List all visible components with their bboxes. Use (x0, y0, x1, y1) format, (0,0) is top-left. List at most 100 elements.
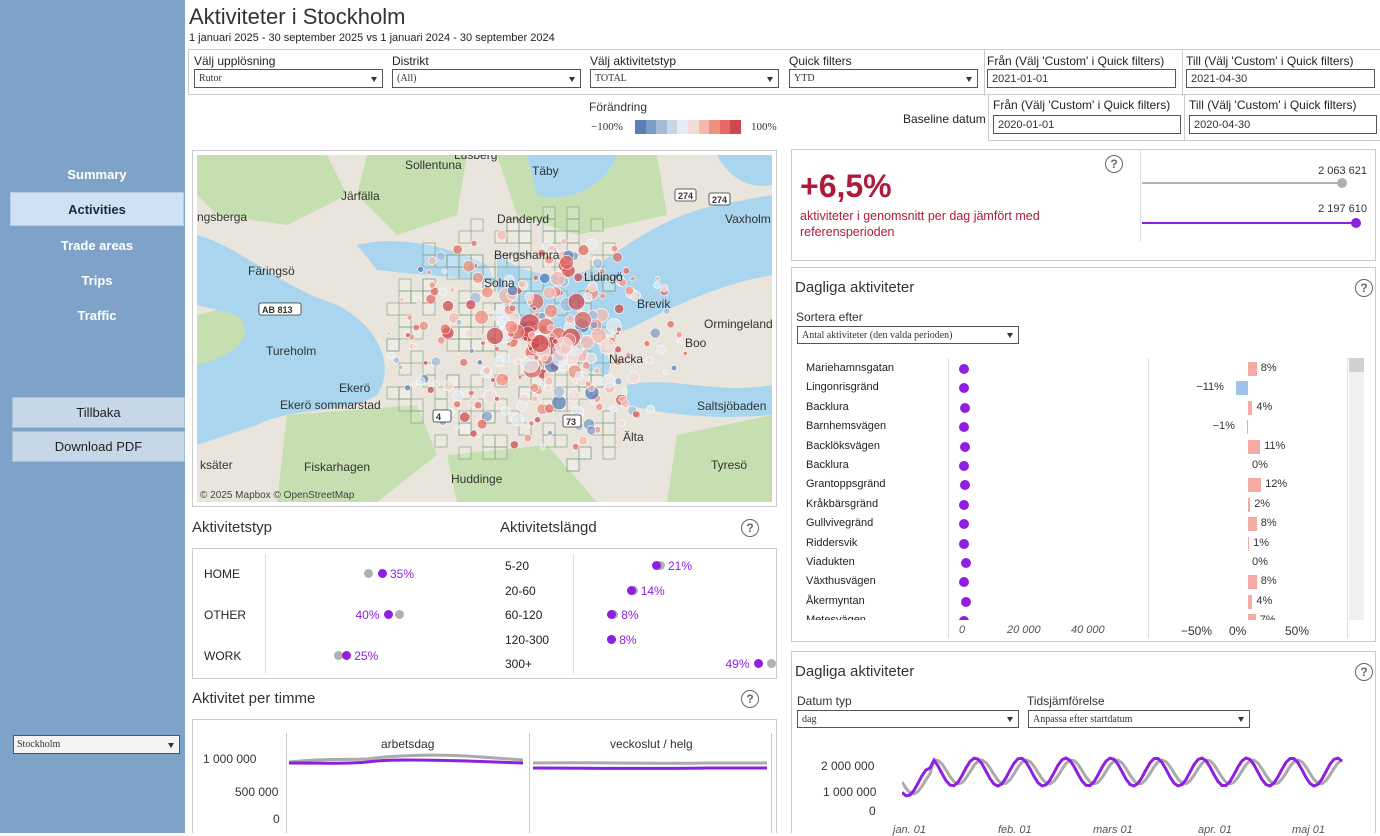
row-label: 60-120 (505, 608, 542, 622)
activity-dot (961, 558, 971, 568)
svg-text:AB 813: AB 813 (262, 305, 293, 315)
map-grid-cell (399, 279, 411, 291)
back-button[interactable]: Tillbaka (12, 397, 185, 428)
map-bubble (633, 411, 640, 418)
sort-select[interactable]: Antal aktiviteter (den valda perioden) (797, 326, 1019, 344)
activity-dot (960, 442, 970, 452)
map-bubble (475, 310, 489, 324)
map-place-label: Solna (484, 276, 515, 290)
map-place-label: Huddinge (451, 472, 503, 486)
map-grid-cell (471, 219, 483, 231)
kpi-current-value: 2 197 610 (1318, 203, 1367, 215)
list-item[interactable]: Metesvägen7% (792, 612, 1352, 620)
help-icon[interactable]: ? (741, 519, 759, 537)
map-bubble (387, 331, 391, 335)
map-bubble (400, 297, 404, 301)
map-bubble (554, 386, 565, 397)
nav-summary[interactable]: Summary (10, 157, 184, 191)
map-bubble (455, 425, 459, 429)
chevron-down-icon (371, 77, 377, 82)
map-bubble (495, 397, 500, 402)
map-attribution: © 2025 Mapbox © OpenStreetMap (200, 490, 355, 501)
map-grid-cell (567, 207, 579, 219)
panel-label-weekend: veckoslut / helg (610, 737, 693, 751)
map-place-label: Boo (685, 336, 707, 350)
resolution-select[interactable]: Rutor (194, 69, 383, 88)
map-bubble (469, 348, 474, 353)
map-bubble (515, 359, 521, 365)
map-grid-cell (567, 459, 579, 471)
from-input[interactable]: 2021-01-01 (987, 69, 1176, 88)
download-pdf-button[interactable]: Download PDF (12, 431, 185, 462)
baseline-to-label: Till (Välj 'Custom' i Quick filters) (1189, 98, 1357, 112)
date-type-select[interactable]: dag (797, 710, 1019, 728)
kpi-value: +6,5% (800, 168, 892, 205)
help-icon[interactable]: ? (1355, 663, 1373, 681)
map-place-label: ksäter (200, 458, 233, 472)
compare-value: Anpassa efter startdatum (1033, 714, 1132, 725)
activity-type-value: TOTAL (595, 73, 627, 84)
map-bubble (471, 240, 477, 246)
map-bubble (585, 381, 591, 387)
change-label: 4% (1256, 595, 1272, 607)
row-label: 5-20 (505, 559, 529, 573)
help-icon[interactable]: ? (1105, 155, 1123, 173)
region-select[interactable]: Stockholm (13, 735, 180, 754)
change-label: 0% (1252, 556, 1268, 568)
baseline-to-input[interactable]: 2020-04-30 (1189, 115, 1377, 134)
map-grid-cell (543, 231, 555, 243)
map-bubble (581, 336, 594, 349)
row-label: Växthusvägen (806, 575, 876, 587)
activity-length-title: Aktivitetslängd (500, 519, 597, 536)
kpi-baseline-value: 2 063 621 (1318, 165, 1367, 177)
map-bubble (622, 388, 627, 393)
kpi-panel: +6,5% aktiviteter i genomsnitt per dag j… (791, 149, 1376, 261)
nav-trips[interactable]: Trips (10, 263, 184, 297)
to-input[interactable]: 2021-04-30 (1186, 69, 1375, 88)
compare-select[interactable]: Anpassa efter startdatum (1028, 710, 1250, 728)
map-bubble (619, 396, 625, 402)
map-place-label: Täby (532, 164, 559, 178)
nav-trade-areas[interactable]: Trade areas (10, 228, 184, 262)
activity-dot (959, 519, 969, 529)
change-bar (1248, 614, 1256, 620)
scrollbar-thumb[interactable] (1349, 358, 1364, 372)
list-item[interactable]: Barnhemsvägen−1% (792, 418, 1352, 437)
nav-traffic[interactable]: Traffic (10, 298, 184, 332)
baseline-from-label: Från (Välj 'Custom' i Quick filters) (993, 98, 1170, 112)
help-icon[interactable]: ? (1355, 279, 1373, 297)
nav-activities[interactable]: Activities (10, 192, 184, 226)
map-bubble (547, 430, 552, 435)
change-label: 7% (1260, 614, 1276, 620)
map-bubble (496, 373, 509, 386)
map-bubble (527, 300, 532, 305)
district-select[interactable]: (All) (392, 69, 581, 88)
map-grid-cell (411, 351, 423, 363)
change-label: −11% (1196, 381, 1224, 393)
map-bubble (574, 273, 583, 282)
map-bubble (623, 267, 630, 274)
baseline-from-input[interactable]: 2020-01-01 (993, 115, 1181, 134)
map-bubble (428, 257, 436, 265)
quick-filters-select[interactable]: YTD (789, 69, 978, 88)
legend-swatch (699, 120, 710, 134)
pct-label: 49% (725, 657, 749, 671)
scrollbar[interactable] (1349, 358, 1364, 620)
activity-type-select[interactable]: TOTAL (590, 69, 779, 88)
list-item[interactable]: Lingonrisgränd−11% (792, 379, 1352, 398)
help-icon[interactable]: ? (741, 690, 759, 708)
map-bubble (520, 394, 530, 404)
